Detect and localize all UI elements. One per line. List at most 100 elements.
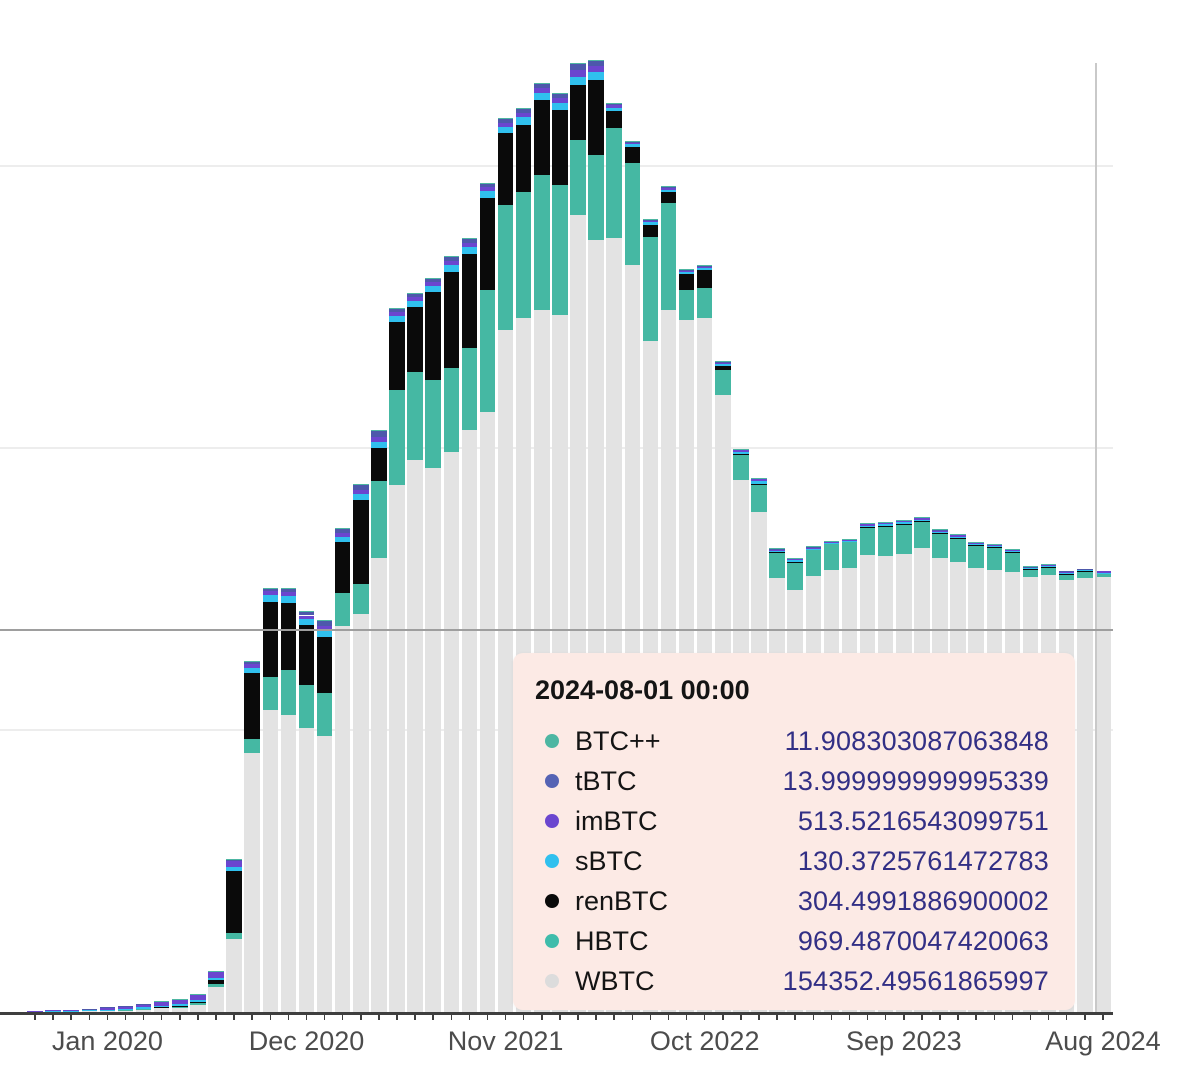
bar-segment-imBTC[interactable]: [371, 437, 387, 442]
bar-segment-HBTC[interactable]: [751, 484, 767, 512]
bar-segment-imBTC[interactable]: [262, 590, 279, 596]
bar-segment-tBTC[interactable]: [787, 557, 803, 559]
bar-segment-imBTC[interactable]: [570, 69, 586, 77]
bar-segment-sBTC[interactable]: [877, 524, 894, 527]
bar-segment-imBTC[interactable]: [805, 547, 822, 549]
bar-segment-imBTC[interactable]: [1077, 568, 1093, 571]
bar-segment-HBTC[interactable]: [226, 933, 242, 939]
bar-segment-tBTC[interactable]: [932, 529, 948, 531]
bar-segment-sBTC[interactable]: [678, 272, 695, 274]
bar-segment-sBTC[interactable]: [425, 286, 441, 293]
bar-segment-renBTC[interactable]: [606, 111, 622, 128]
bar-segment-imBTC[interactable]: [552, 98, 568, 103]
bar-segment-sBTC[interactable]: [1077, 570, 1093, 572]
bar-segment-imBTC[interactable]: [624, 142, 641, 145]
bar-segment-tBTC[interactable]: [153, 1001, 170, 1002]
bar-segment-HBTC[interactable]: [117, 1009, 134, 1011]
bar-segment-imBTC[interactable]: [208, 972, 224, 978]
bar-segment-sBTC[interactable]: [570, 76, 586, 86]
bar-segment-tBTC[interactable]: [624, 141, 641, 143]
bar-segment-BTC++[interactable]: [316, 620, 333, 621]
bar-segment-renBTC[interactable]: [696, 270, 713, 289]
bar-segment-renBTC[interactable]: [316, 636, 333, 694]
bar-segment-WBTC[interactable]: [497, 330, 514, 1012]
bar-segment-HBTC[interactable]: [805, 550, 822, 577]
bar-segment-HBTC[interactable]: [606, 127, 622, 238]
bar-segment-renBTC[interactable]: [534, 100, 550, 175]
bar-segment-sBTC[interactable]: [841, 540, 858, 542]
bar-segment-HBTC[interactable]: [262, 677, 279, 711]
bar-segment-imBTC[interactable]: [896, 521, 912, 523]
bar-segment-renBTC[interactable]: [1022, 569, 1039, 571]
bar-segment-WBTC[interactable]: [407, 460, 423, 1012]
bar-segment-imBTC[interactable]: [932, 530, 948, 532]
bar-segment-sBTC[interactable]: [624, 144, 641, 147]
bar-segment-HBTC[interactable]: [280, 669, 297, 716]
bar-segment-HBTC[interactable]: [479, 289, 496, 412]
bar-segment-HBTC[interactable]: [244, 738, 260, 753]
bar-segment-renBTC[interactable]: [823, 543, 840, 545]
bar-segment-imBTC[interactable]: [316, 625, 333, 630]
bar-segment-sBTC[interactable]: [1040, 566, 1057, 567]
bar-segment-WBTC[interactable]: [461, 429, 478, 1012]
bar-segment-imBTC[interactable]: [841, 539, 858, 541]
bar-segment-imBTC[interactable]: [497, 122, 514, 127]
bar-segment-tBTC[interactable]: [479, 183, 496, 188]
bar-segment-tBTC[interactable]: [859, 523, 876, 525]
bar-segment-imBTC[interactable]: [787, 558, 803, 561]
bar-segment-HBTC[interactable]: [172, 1006, 188, 1008]
bar-segment-sBTC[interactable]: [298, 619, 315, 626]
bar-segment-sBTC[interactable]: [642, 222, 659, 225]
bar-segment-renBTC[interactable]: [1077, 571, 1093, 573]
bar-segment-HBTC[interactable]: [678, 290, 695, 320]
bar-segment-sBTC[interactable]: [986, 545, 1003, 548]
bar-segment-HBTC[interactable]: [1004, 553, 1021, 573]
bar-segment-imBTC[interactable]: [733, 450, 749, 452]
bar-segment-HBTC[interactable]: [443, 367, 460, 452]
bar-segment-renBTC[interactable]: [570, 85, 586, 141]
bar-segment-sBTC[interactable]: [99, 1009, 116, 1011]
bar-segment-tBTC[interactable]: [407, 293, 423, 298]
bar-segment-tBTC[interactable]: [606, 103, 622, 106]
bar-segment-tBTC[interactable]: [769, 548, 785, 550]
bar-segment-WBTC[interactable]: [425, 468, 441, 1012]
bar-segment-sBTC[interactable]: [208, 977, 224, 981]
bar-segment-imBTC[interactable]: [968, 542, 984, 544]
bar-segment-HBTC[interactable]: [896, 524, 912, 555]
bar-segment-WBTC[interactable]: [389, 484, 405, 1012]
bar-segment-BTC++[interactable]: [280, 588, 297, 589]
bar-segment-sBTC[interactable]: [135, 1007, 152, 1009]
bar-segment-renBTC[interactable]: [678, 274, 695, 291]
bar-segment-tBTC[interactable]: [968, 541, 984, 543]
bar-segment-tBTC[interactable]: [389, 308, 405, 312]
bar-segment-sBTC[interactable]: [787, 560, 803, 562]
bar-segment-imBTC[interactable]: [1040, 564, 1057, 567]
bar-segment-sBTC[interactable]: [497, 126, 514, 134]
bar-segment-HBTC[interactable]: [877, 526, 894, 556]
bar-segment-HBTC[interactable]: [624, 162, 641, 265]
bar-segment-HBTC[interactable]: [153, 1007, 170, 1009]
bar-segment-imBTC[interactable]: [534, 88, 550, 93]
bar-segment-BTC++[interactable]: [552, 92, 568, 94]
bar-segment-BTC++[interactable]: [515, 107, 532, 109]
bar-segment-WBTC[interactable]: [353, 614, 369, 1012]
bar-segment-BTC++[interactable]: [244, 661, 260, 662]
bar-segment-WBTC[interactable]: [190, 1004, 206, 1012]
bar-segment-BTC++[interactable]: [371, 430, 387, 432]
bar-segment-renBTC[interactable]: [226, 871, 242, 934]
bar-segment-HBTC[interactable]: [841, 542, 858, 569]
bar-segment-renBTC[interactable]: [1058, 574, 1075, 575]
bar-segment-BTC++[interactable]: [389, 307, 405, 309]
bar-segment-BTC++[interactable]: [353, 483, 369, 485]
bar-segment-HBTC[interactable]: [208, 984, 224, 987]
bar-segment-imBTC[interactable]: [769, 549, 785, 551]
bar-segment-HBTC[interactable]: [135, 1008, 152, 1010]
bar-segment-HBTC[interactable]: [859, 527, 876, 555]
bar-segment-renBTC[interactable]: [715, 365, 731, 370]
bar-segment-renBTC[interactable]: [1040, 566, 1057, 568]
bar-segment-sBTC[interactable]: [751, 480, 767, 485]
bar-segment-imBTC[interactable]: [45, 1010, 61, 1011]
bar-segment-BTC++[interactable]: [588, 59, 604, 61]
bar-segment-imBTC[interactable]: [461, 242, 478, 248]
bar-segment-WBTC[interactable]: [371, 557, 387, 1012]
